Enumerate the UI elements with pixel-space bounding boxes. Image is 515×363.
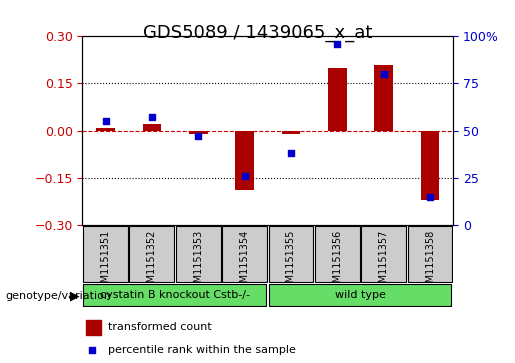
- Text: GSM1151354: GSM1151354: [239, 230, 250, 295]
- Bar: [269, 284, 451, 306]
- Point: [333, 41, 341, 47]
- Text: GSM1151358: GSM1151358: [425, 230, 435, 295]
- Bar: [86, 320, 101, 335]
- Text: GSM1151356: GSM1151356: [332, 230, 342, 295]
- Bar: [96, 127, 115, 131]
- FancyBboxPatch shape: [129, 226, 175, 282]
- Text: GSM1151357: GSM1151357: [379, 230, 389, 295]
- Point: [241, 173, 249, 179]
- Point: [380, 71, 388, 77]
- Text: genotype/variation: genotype/variation: [5, 291, 111, 301]
- Text: GDS5089 / 1439065_x_at: GDS5089 / 1439065_x_at: [143, 24, 372, 42]
- FancyBboxPatch shape: [268, 226, 314, 282]
- Bar: [83, 284, 266, 306]
- FancyBboxPatch shape: [176, 226, 221, 282]
- Text: GSM1151351: GSM1151351: [100, 230, 111, 295]
- Text: GSM1151352: GSM1151352: [147, 230, 157, 295]
- Bar: [282, 131, 300, 134]
- Bar: [189, 131, 208, 134]
- FancyBboxPatch shape: [83, 226, 128, 282]
- Point: [148, 115, 156, 121]
- FancyBboxPatch shape: [361, 226, 406, 282]
- Point: [426, 194, 434, 200]
- Point: [348, 219, 356, 225]
- FancyBboxPatch shape: [222, 226, 267, 282]
- Text: wild type: wild type: [335, 290, 386, 300]
- Text: cystatin B knockout Cstb-/-: cystatin B knockout Cstb-/-: [100, 290, 250, 300]
- Point: [287, 150, 295, 156]
- Point: [101, 118, 110, 124]
- Bar: [143, 125, 161, 131]
- Bar: [328, 68, 347, 131]
- Bar: [374, 65, 393, 131]
- FancyBboxPatch shape: [315, 226, 360, 282]
- Text: percentile rank within the sample: percentile rank within the sample: [108, 345, 296, 355]
- Text: transformed count: transformed count: [108, 322, 212, 333]
- Point: [194, 134, 202, 139]
- Text: ▶: ▶: [70, 289, 80, 302]
- Text: GSM1151355: GSM1151355: [286, 230, 296, 295]
- Bar: [235, 131, 254, 191]
- FancyBboxPatch shape: [407, 226, 453, 282]
- Bar: [421, 131, 439, 200]
- Text: GSM1151353: GSM1151353: [193, 230, 203, 295]
